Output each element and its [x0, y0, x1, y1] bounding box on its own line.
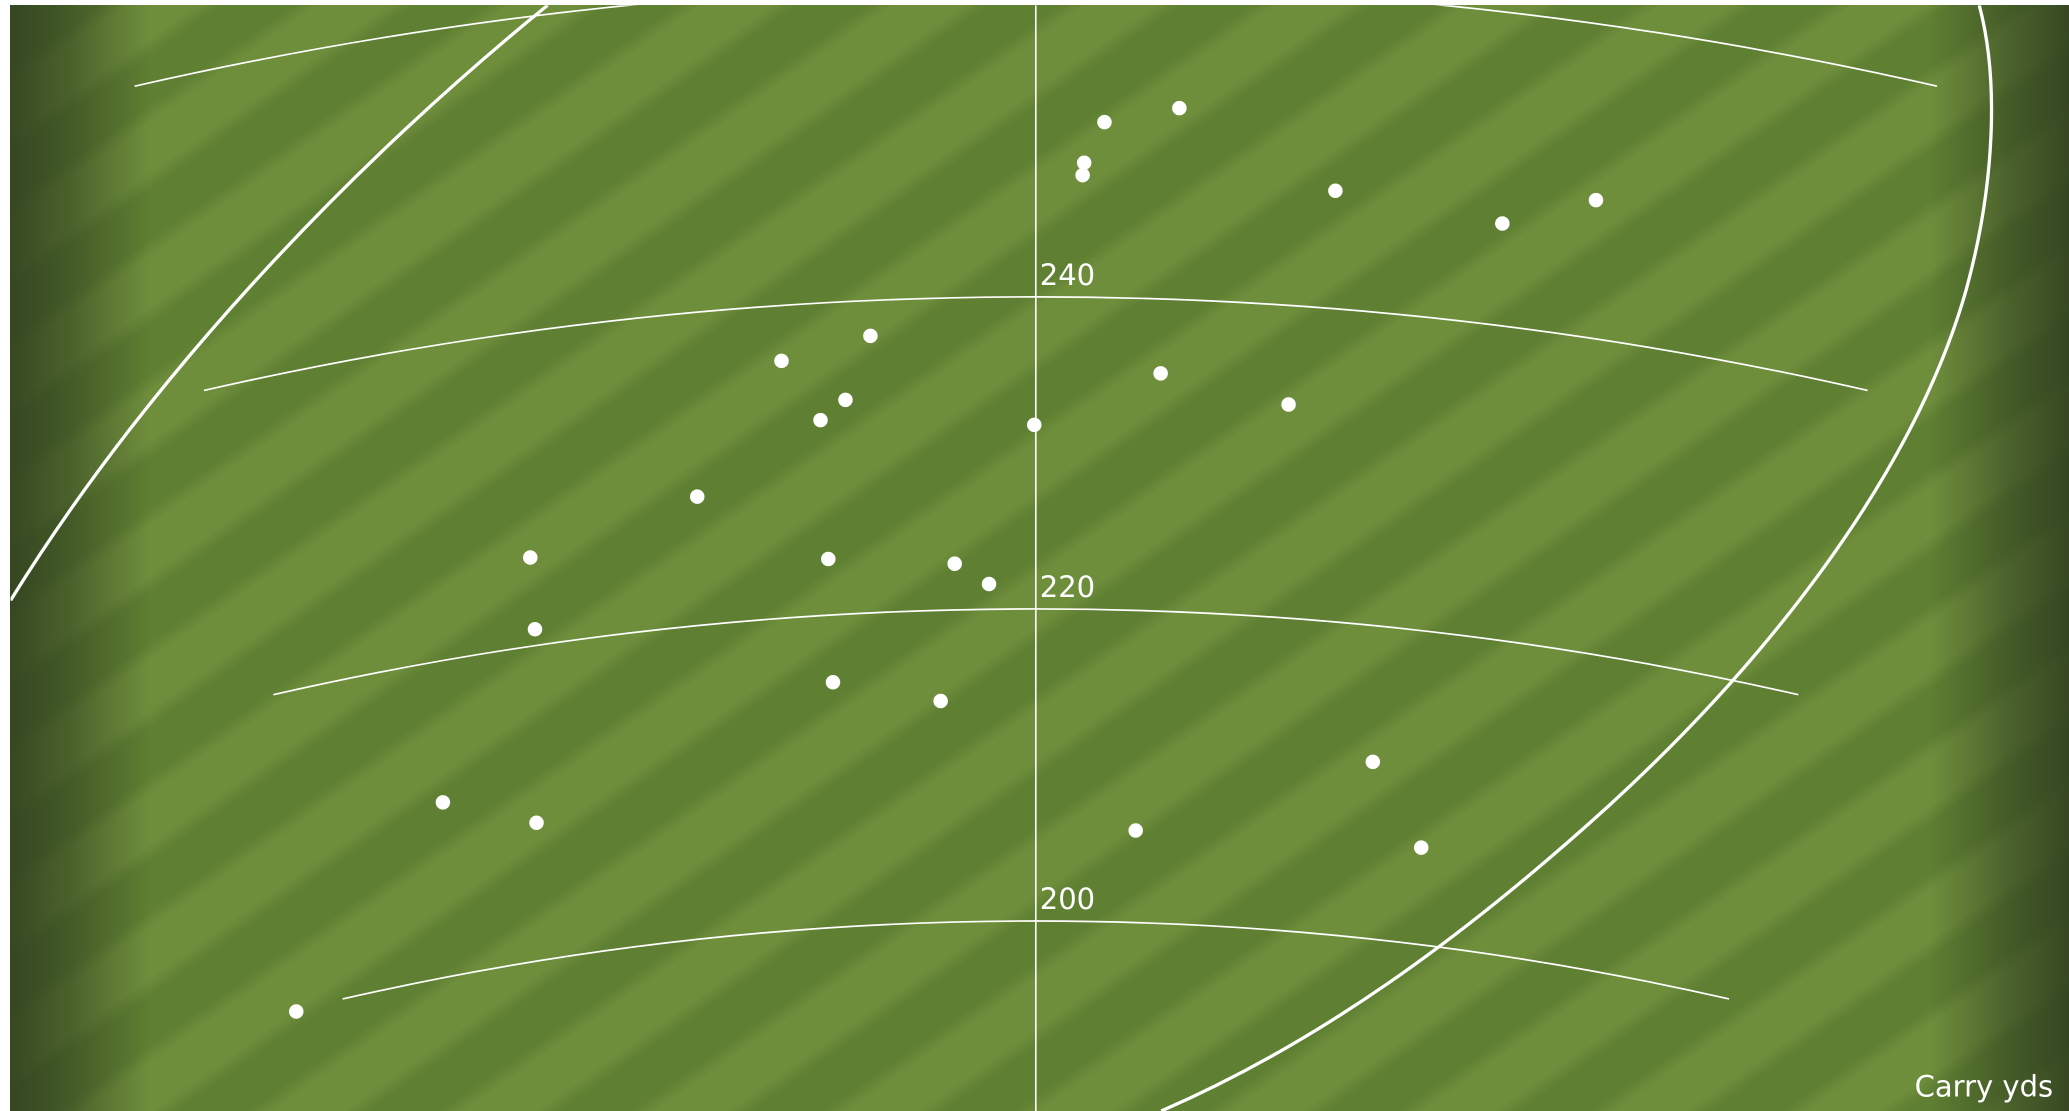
shot-point	[528, 622, 543, 637]
shot-point	[1128, 823, 1143, 838]
chart: Carry yds 200220240260	[0, 0, 2069, 1111]
shot-point	[529, 815, 544, 830]
shot-point	[1077, 155, 1092, 170]
shot-point	[947, 556, 962, 571]
y-tick-label: 220	[1040, 570, 1095, 604]
dispersion-ellipse	[1161, 5, 1991, 1111]
app: Carry yds 200220240260	[0, 0, 2069, 1111]
shot-point	[826, 675, 841, 690]
shot-point	[1495, 216, 1510, 231]
shot-point	[1027, 418, 1042, 433]
shot-point	[436, 795, 451, 810]
plot-area	[11, 0, 1992, 1111]
shot-point	[1153, 366, 1168, 381]
shot-point	[523, 550, 538, 565]
shot-point	[1328, 184, 1343, 199]
shot-point	[774, 354, 789, 369]
shot-point	[863, 329, 878, 344]
y-tick-label: 200	[1040, 882, 1095, 916]
shot-point	[821, 552, 836, 567]
axis-label: Carry yds	[1915, 1069, 2054, 1103]
shot-point	[289, 1004, 304, 1019]
shot-point	[838, 393, 853, 408]
shot-point	[1097, 115, 1112, 130]
dispersion-ellipse	[11, 5, 548, 600]
shot-point	[1075, 168, 1090, 183]
shot-point	[813, 413, 828, 428]
shot-point	[690, 489, 705, 504]
shot-point	[933, 694, 948, 709]
y-tick-label: 240	[1040, 258, 1095, 292]
shot-point	[1414, 840, 1429, 855]
shot-point	[1589, 193, 1604, 208]
shot-point	[1281, 397, 1296, 412]
shot-point	[982, 577, 997, 592]
shot-point	[1366, 755, 1381, 770]
shot-point	[1172, 101, 1187, 116]
